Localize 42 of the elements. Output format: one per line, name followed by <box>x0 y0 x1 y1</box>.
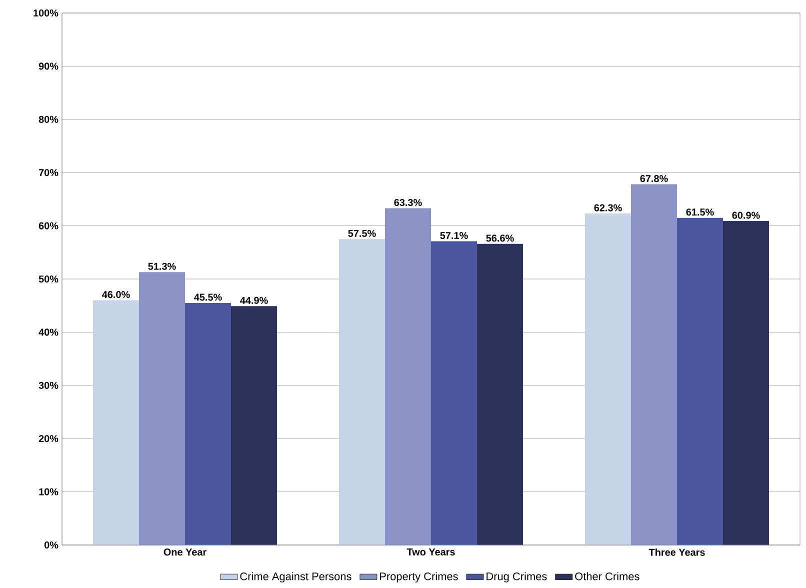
legend-label: Crime Against Persons <box>240 572 352 582</box>
bar <box>585 214 632 545</box>
bar <box>231 306 278 545</box>
y-tick-label: 40% <box>38 328 58 336</box>
y-tick-label: 0% <box>44 541 58 549</box>
data-label: 51.3% <box>148 262 176 270</box>
bar <box>677 218 724 545</box>
bar <box>723 221 770 545</box>
data-label: 56.6% <box>486 234 514 242</box>
data-label: 45.5% <box>194 294 222 301</box>
data-label: 57.1% <box>440 232 468 240</box>
y-tick-label: 50% <box>38 275 58 283</box>
data-label: 57.5% <box>348 230 376 237</box>
legend-label: Property Crimes <box>380 572 458 582</box>
x-tick-label: Two Years <box>406 548 455 556</box>
y-tick-label: 20% <box>38 435 58 442</box>
data-label: 60.9% <box>732 212 760 219</box>
y-tick-label: 70% <box>38 169 58 176</box>
bar <box>185 302 232 545</box>
y-tick-label: 100% <box>34 9 58 17</box>
bar <box>339 239 385 545</box>
legend-label: Drug Crimes <box>486 572 547 582</box>
bar <box>431 241 478 545</box>
bar <box>477 244 524 545</box>
bar <box>631 184 678 545</box>
bar <box>385 208 432 545</box>
data-label: 62.3% <box>594 204 622 212</box>
y-tick-label: 80% <box>38 116 58 123</box>
data-label: 44.9% <box>240 296 268 304</box>
y-tick-label: 10% <box>39 488 58 496</box>
y-tick-label: 60% <box>38 222 58 230</box>
data-label: 46.0% <box>102 291 130 298</box>
y-tick-label: 30% <box>38 382 58 389</box>
x-tick-label: Three Years <box>648 548 705 556</box>
data-label: 67.8% <box>640 175 668 182</box>
data-label: 63.3% <box>394 198 422 206</box>
data-label: 61.5% <box>686 208 714 216</box>
bar <box>92 300 139 545</box>
x-tick-label: One Year <box>164 548 206 556</box>
legend-label: Other Crimes <box>575 572 640 580</box>
y-tick-label: 90% <box>38 62 58 70</box>
bar <box>139 272 185 545</box>
